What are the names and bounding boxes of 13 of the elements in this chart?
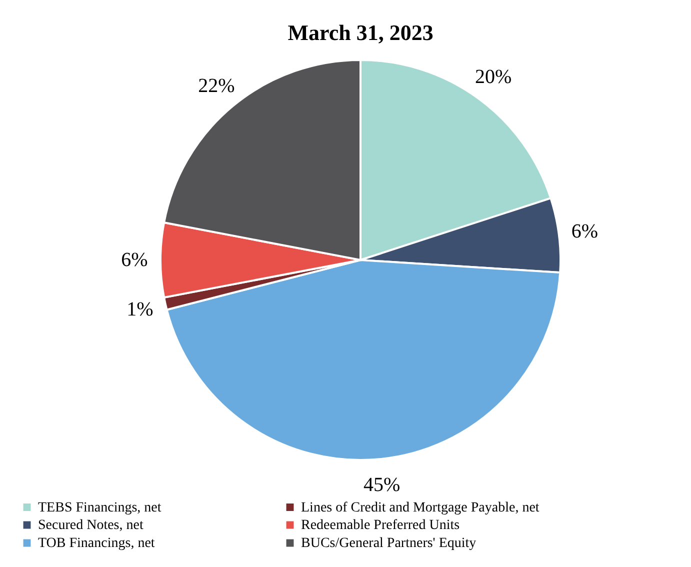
legend-label: Lines of Credit and Mortgage Payable, net <box>301 500 540 516</box>
chart-title: March 31, 2023 <box>288 20 434 45</box>
legend-label: BUCs/General Partners' Equity <box>301 536 476 551</box>
legend-label: Secured Notes, net <box>38 518 144 533</box>
data-label: 1% <box>126 298 154 320</box>
data-label: 6% <box>121 249 148 271</box>
legend-label: Redeemable Preferred Units <box>301 518 460 533</box>
data-label: 22% <box>198 74 235 97</box>
data-label: 6% <box>571 220 598 243</box>
data-label: 45% <box>363 474 400 496</box>
legend-label: TEBS Financings, net <box>38 500 162 516</box>
data-label: 20% <box>475 66 512 88</box>
legend-label: TOB Financings, net <box>38 536 155 551</box>
